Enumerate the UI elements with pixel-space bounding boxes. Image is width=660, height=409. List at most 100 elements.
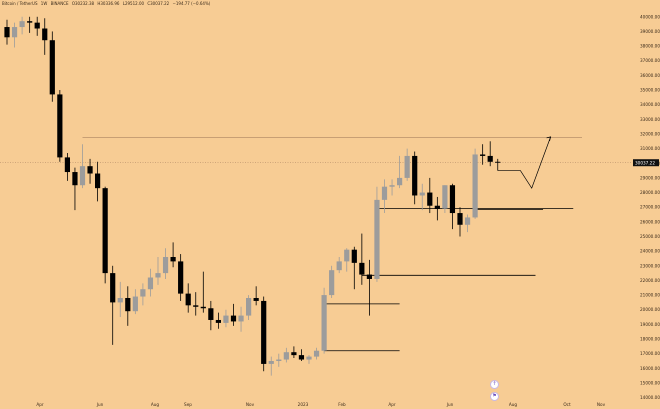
candle-body xyxy=(261,300,267,364)
y-tick-label: 28000.00 xyxy=(640,190,660,195)
x-tick-label: Apr xyxy=(388,402,396,407)
candle-body xyxy=(178,261,184,294)
candle-body xyxy=(49,40,55,95)
x-tick-label: Aug xyxy=(509,402,518,407)
candle-body xyxy=(238,315,244,322)
projection-path xyxy=(497,136,551,189)
x-tick-label: Nov xyxy=(597,402,606,407)
x-tick-label: 2023 xyxy=(298,402,309,407)
candle-body xyxy=(480,154,486,156)
candle-body xyxy=(495,161,501,163)
candle-body xyxy=(404,155,410,178)
price-label-tag xyxy=(633,159,659,167)
y-tick-label: 35000.00 xyxy=(640,88,660,93)
candle-body xyxy=(193,305,199,307)
ohlc-high: H30336.96 xyxy=(97,1,120,6)
candle-body xyxy=(434,205,440,209)
y-tick-label: 29000.00 xyxy=(640,175,660,180)
y-tick-label: 16000.00 xyxy=(640,366,660,371)
candle-body xyxy=(42,28,48,41)
exchange-label: BINANCE xyxy=(50,1,69,6)
y-tick-label: 36000.00 xyxy=(640,73,660,78)
ohlc-close: C30037.22 xyxy=(147,1,170,6)
y-tick-label: 22000.00 xyxy=(640,278,660,283)
candle-body xyxy=(359,262,365,275)
candle-body xyxy=(291,352,297,356)
candle-body xyxy=(230,315,237,322)
interval-label: 1W xyxy=(40,1,48,6)
x-tick-label: Nov xyxy=(246,402,255,407)
candle-body xyxy=(298,355,305,360)
y-tick-label: 27000.00 xyxy=(640,205,660,210)
y-tick-label: 21000.00 xyxy=(640,293,660,298)
candle-body xyxy=(313,350,320,357)
candle-body xyxy=(27,21,33,23)
candle-body xyxy=(208,308,214,320)
y-tick-label: 31000.00 xyxy=(640,146,660,151)
candle-body xyxy=(110,273,116,303)
candle-body xyxy=(64,157,70,173)
candle-body xyxy=(419,192,425,196)
y-tick-label: 23000.00 xyxy=(640,263,660,268)
y-tick-label: 26000.00 xyxy=(640,219,660,224)
candle-body xyxy=(329,270,335,296)
candle-body xyxy=(140,289,146,297)
y-tick-label: 24000.00 xyxy=(640,249,660,254)
candle-body xyxy=(321,295,327,351)
candle-body xyxy=(449,185,456,214)
y-tick-label: 14000.00 xyxy=(640,395,660,400)
candle-body xyxy=(34,22,40,29)
candle-body xyxy=(125,298,131,312)
candle-body xyxy=(464,217,471,225)
x-tick-label: Jun xyxy=(446,402,454,407)
y-tick-label: 34000.00 xyxy=(640,102,660,107)
candle-body xyxy=(381,186,388,200)
symbol-name: Bitcoin / TetherUS xyxy=(2,1,38,6)
y-tick-label: 25000.00 xyxy=(640,234,660,239)
x-tick-label: Sep xyxy=(184,402,192,407)
candle-body xyxy=(102,188,108,274)
candle-body xyxy=(389,185,395,187)
y-tick-label: 32000.00 xyxy=(640,131,660,136)
x-tick-label: Apr xyxy=(36,402,44,407)
flag-icon[interactable]: ⚑ xyxy=(490,392,499,401)
x-tick-label: Oct xyxy=(563,402,571,407)
candle-body xyxy=(351,249,357,263)
candle-body xyxy=(457,213,463,225)
candle-body xyxy=(117,298,123,303)
candle-body xyxy=(253,298,259,301)
candle-body xyxy=(344,249,350,262)
y-tick-label: 20000.00 xyxy=(640,307,660,312)
x-tick-label: Feb xyxy=(338,402,346,407)
ohlc-change: −194.77 (−0.64%) xyxy=(172,1,211,6)
candle-body xyxy=(412,155,418,196)
candle-body xyxy=(374,199,380,279)
x-tick-label: Aug xyxy=(151,402,160,407)
candle-body xyxy=(95,173,101,189)
candle-body xyxy=(57,94,63,158)
candle-body xyxy=(4,27,10,38)
candle-body xyxy=(442,185,448,209)
candle-body xyxy=(215,319,221,323)
candle-body xyxy=(170,256,176,262)
y-tick-label: 18000.00 xyxy=(640,337,660,342)
candle-body xyxy=(283,352,289,360)
y-tick-label: 19000.00 xyxy=(640,322,660,327)
y-tick-label: 15000.00 xyxy=(640,380,660,385)
y-tick-label: 33000.00 xyxy=(640,117,660,122)
candle-body xyxy=(336,261,342,271)
candle-body xyxy=(487,155,493,162)
ohlc-open: O30232.38 xyxy=(71,1,95,6)
candle-body xyxy=(132,296,138,312)
candle-body xyxy=(87,166,93,174)
candle-body xyxy=(427,192,433,206)
candle-body xyxy=(268,360,274,364)
arrow-icon[interactable]: ↑ xyxy=(490,380,499,389)
y-tick-label: 37000.00 xyxy=(640,58,660,63)
candle-body xyxy=(155,273,161,278)
candle-body xyxy=(79,166,86,186)
candle-body xyxy=(397,177,403,186)
candle-body xyxy=(366,274,372,279)
ohlc-low: L29512.00 xyxy=(122,1,145,6)
